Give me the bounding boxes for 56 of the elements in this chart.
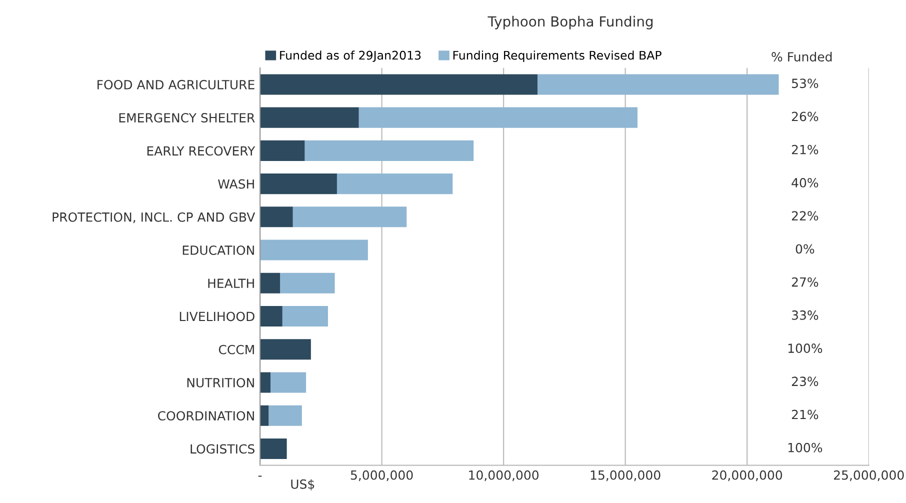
- x-tick-label: 10,000,000: [469, 470, 539, 482]
- y-tick-label: COORDINATION: [158, 411, 254, 421]
- annotation: 22%: [792, 211, 818, 221]
- annotation: 40%: [792, 178, 818, 188]
- y-tick-label: EDUCATION: [182, 246, 254, 255]
- bar: [260, 306, 282, 327]
- y-tick-label: NUTRITION: [187, 378, 254, 388]
- x-tick-label: 5,000,000: [350, 470, 413, 482]
- annotation: 26%: [792, 112, 818, 122]
- bar: [358, 107, 638, 128]
- bar: [260, 174, 337, 194]
- x-tick-label: -: [258, 476, 262, 477]
- annotation: 33%: [792, 310, 818, 320]
- y-tick-label: WASH: [218, 179, 254, 189]
- annotation: 21%: [792, 410, 818, 420]
- bar: [336, 174, 453, 194]
- annotation: 100%: [788, 344, 822, 353]
- y-tick-label: LIVELIHOOD: [180, 312, 254, 322]
- bar: [304, 140, 474, 161]
- bar: [282, 306, 328, 327]
- bar: [260, 140, 305, 161]
- annotation: 53%: [792, 78, 818, 88]
- bar: [280, 272, 335, 294]
- bar: [260, 339, 311, 360]
- x-axis-title: US$: [291, 479, 314, 491]
- bar: [268, 405, 302, 426]
- annotation: 100%: [788, 442, 822, 452]
- bar: [260, 405, 269, 426]
- y-tick-label: FOOD AND AGRICULTURE: [98, 80, 254, 90]
- annotation: 21%: [792, 144, 818, 154]
- x-tick-label: 20,000,000: [712, 470, 782, 482]
- x-tick-label: 25,000,000: [834, 470, 904, 482]
- y-tick-label: EMERGENCY SHELTER: [119, 113, 255, 123]
- bar: [260, 438, 287, 459]
- bar: [260, 74, 538, 95]
- bar: [538, 74, 779, 95]
- bar: [292, 206, 407, 228]
- x-tick-label: 15,000,000: [590, 470, 660, 482]
- annotation: 27%: [792, 277, 818, 287]
- bar: [260, 107, 359, 128]
- y-tick-label: HEALTH: [208, 278, 254, 288]
- bar: [260, 272, 280, 294]
- y-tick-label: PROTECTION, INCL. CP AND GBV: [52, 212, 256, 224]
- annotation: 0%: [796, 244, 814, 254]
- y-tick-label: CCCM: [218, 344, 254, 354]
- legend-label: Funded as of 29Jan2013: [280, 50, 421, 62]
- bar: [260, 372, 270, 393]
- annotation: 23%: [792, 376, 818, 386]
- y-tick-label: EARLY RECOVERY: [147, 146, 256, 156]
- chart-title: Typhoon Bopha Funding: [488, 16, 653, 30]
- y-tick-label: LOGISTICS: [190, 444, 254, 454]
- bar: [270, 372, 306, 393]
- bar: [260, 206, 293, 228]
- bar: [260, 240, 368, 260]
- text: % Funded: [772, 52, 832, 62]
- legend-label: Funding Requirements Revised BAP: [453, 50, 662, 62]
